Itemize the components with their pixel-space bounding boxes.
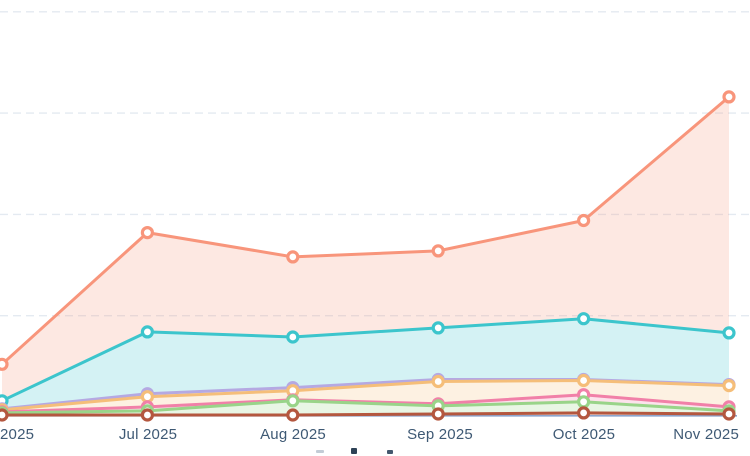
- series-orange-data-point[interactable]: [140, 390, 154, 404]
- x-axis-label-aug-2025: Aug 2025: [260, 426, 326, 443]
- series-salmon-data-point[interactable]: [286, 250, 300, 264]
- series-orange-data-point[interactable]: [576, 373, 591, 388]
- series-pink-line: [0, 393, 731, 414]
- series-salmon-data-point[interactable]: [431, 244, 445, 258]
- series-brick-data-point[interactable]: [286, 408, 300, 422]
- series-brick-data-point[interactable]: [722, 407, 736, 421]
- series-salmon-line: [0, 95, 731, 366]
- x-axis-label-oct-2025: Oct 2025: [552, 426, 616, 443]
- series-green-area: [2, 400, 729, 415]
- cropped-legend-text-fragment: [351, 448, 357, 454]
- series-brick-data-point[interactable]: [431, 407, 445, 421]
- series-green-line: [0, 399, 731, 415]
- x-axis-label-nov-2025: Nov 2025: [673, 426, 739, 443]
- series-teal-data-point[interactable]: [431, 321, 445, 335]
- series-teal-area: [2, 318, 729, 409]
- series-orange-data-point[interactable]: [431, 374, 445, 389]
- series-teal-data-point[interactable]: [722, 326, 736, 340]
- series-orange-line: [0, 379, 731, 412]
- x-axis-label-jun-2025-cropped: 2025: [0, 426, 35, 443]
- series-teal-data-point[interactable]: [286, 330, 300, 344]
- series-orange-data-point[interactable]: [722, 379, 736, 393]
- cropped-legend-text-fragment: [316, 450, 324, 453]
- cropped-legend-text-fragment: [387, 450, 393, 454]
- series-green-data-point[interactable]: [286, 394, 300, 408]
- series-salmon-data-point[interactable]: [0, 357, 9, 371]
- series-salmon-area: [2, 96, 729, 401]
- series-brick-data-point[interactable]: [140, 408, 154, 422]
- series-salmon-data-point[interactable]: [140, 226, 154, 240]
- series-brick-data-point[interactable]: [576, 406, 591, 420]
- x-axis-label-jul-2025: Jul 2025: [118, 426, 178, 443]
- series-green-data-point[interactable]: [576, 395, 591, 409]
- series-brick-data-point[interactable]: [0, 408, 9, 422]
- series-brick-line: [0, 411, 731, 417]
- x-axis-label-sep-2025: Sep 2025: [407, 426, 473, 443]
- series-teal-data-point[interactable]: [576, 312, 591, 326]
- series-salmon-data-point[interactable]: [576, 213, 591, 228]
- series-salmon-data-point[interactable]: [722, 90, 736, 104]
- series-teal-line: [0, 317, 731, 403]
- series-teal-data-point[interactable]: [140, 325, 154, 339]
